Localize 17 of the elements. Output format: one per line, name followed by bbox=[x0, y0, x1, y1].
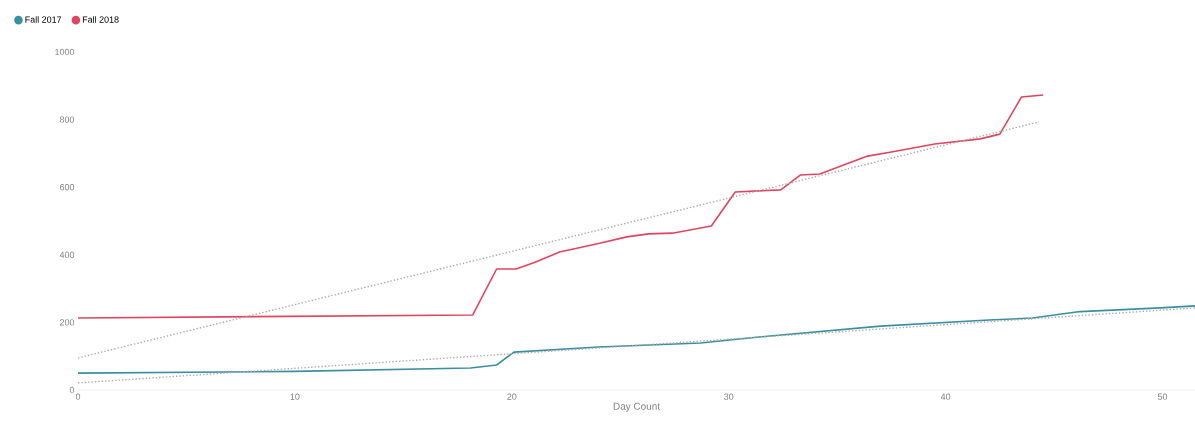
y-tick-label: 1000 bbox=[55, 48, 75, 56]
y-tick-label: 0 bbox=[69, 386, 75, 394]
line-series bbox=[77, 305, 1195, 374]
y-tick-label: 800 bbox=[59, 116, 75, 123]
x-tick-label: 20 bbox=[507, 393, 517, 400]
x-tick-label: 50 bbox=[1157, 393, 1168, 400]
legend-label: Fall 2017 bbox=[25, 16, 62, 23]
x-tick-label: 10 bbox=[290, 393, 300, 400]
x-tick-label: 0 bbox=[75, 393, 81, 400]
legend-label: Fall 2018 bbox=[82, 16, 119, 23]
y-tick-label: 200 bbox=[59, 319, 75, 326]
x-tick-label: 30 bbox=[724, 393, 734, 400]
y-tick-label: 400 bbox=[59, 251, 75, 258]
line-series bbox=[77, 94, 1045, 319]
x-axis-title: Day Count bbox=[613, 402, 660, 412]
x-tick-label: 40 bbox=[940, 393, 951, 400]
y-tick-label: 600 bbox=[59, 184, 75, 191]
